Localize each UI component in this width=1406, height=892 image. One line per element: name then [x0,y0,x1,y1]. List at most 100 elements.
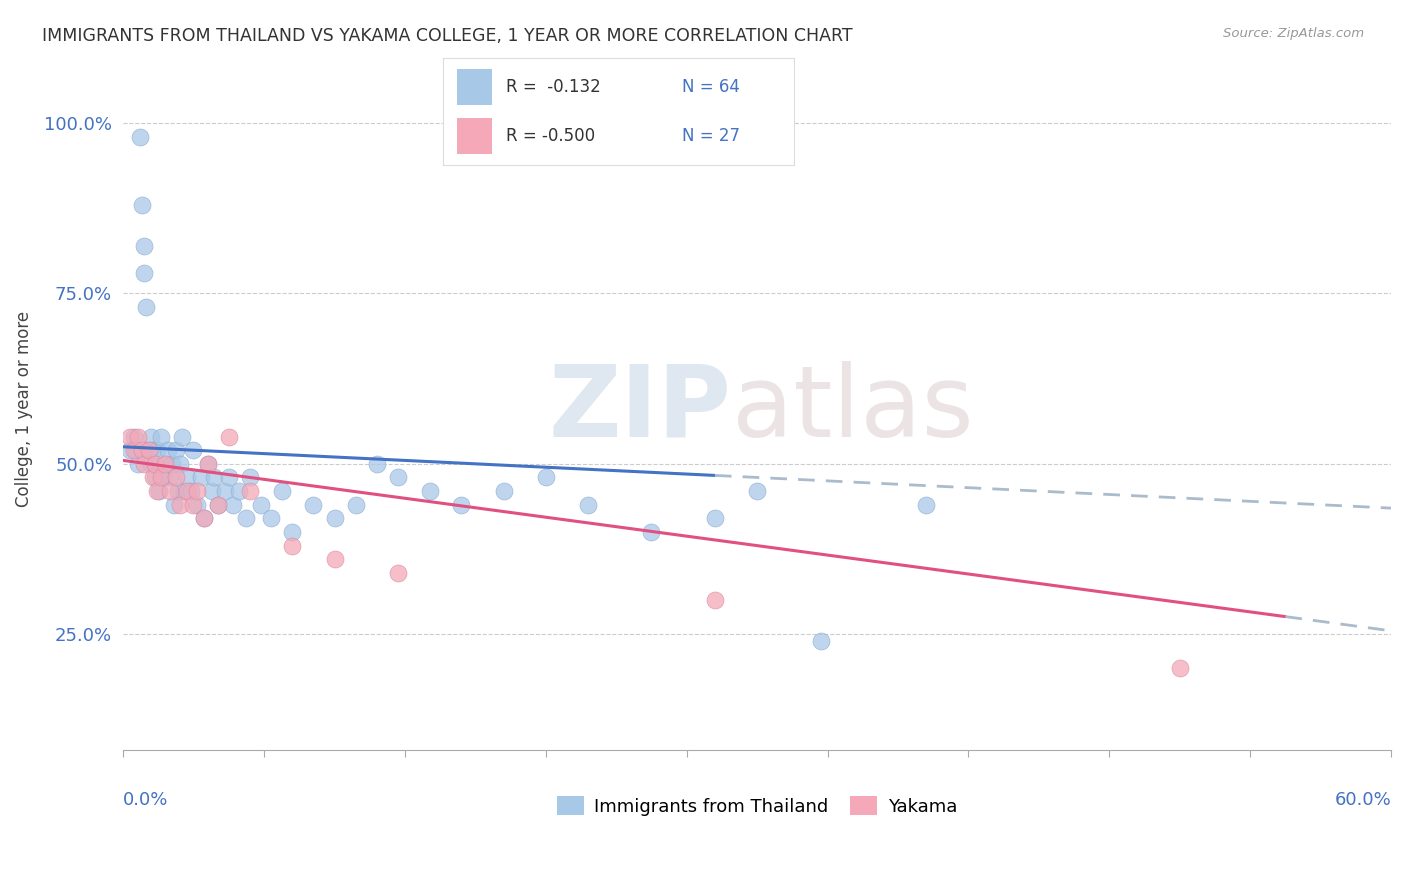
Point [202,470,225,484]
Point [122,443,145,458]
Point [163,498,186,512]
Point [165,443,187,458]
Point [142,470,165,484]
Point [218,429,240,443]
Point [125,443,148,458]
Point [135,300,157,314]
Point [150,470,173,484]
Point [344,498,367,512]
Point [260,511,283,525]
Point [302,498,325,512]
Point [169,498,191,512]
Point [190,470,212,484]
Point [1168,661,1191,675]
Point [169,457,191,471]
Point [138,443,160,458]
Point [197,457,219,471]
Point [159,470,181,484]
Point [127,429,149,443]
Point [150,429,173,443]
Point [134,238,156,252]
Point [186,498,208,512]
Point [176,470,198,484]
Point [143,457,166,471]
Point [235,511,257,525]
Point [534,470,557,484]
Point [156,443,179,458]
Point [143,457,166,471]
Point [239,484,262,499]
Point [118,443,141,458]
Point [142,443,165,458]
Point [323,552,346,566]
Point [214,484,236,499]
Point [745,484,768,499]
Text: Source: ZipAtlas.com: Source: ZipAtlas.com [1223,27,1364,40]
Point [387,470,409,484]
Text: atlas: atlas [731,360,973,458]
Point [165,470,187,484]
Point [172,429,194,443]
Text: 0.0%: 0.0% [124,791,169,809]
Point [281,539,304,553]
Point [640,524,662,539]
Point [160,457,183,471]
Point [181,498,204,512]
Point [159,484,181,499]
Point [492,484,515,499]
Point [138,443,160,458]
Point [155,457,177,471]
Point [134,266,156,280]
Point [703,593,725,607]
Text: 60.0%: 60.0% [1334,791,1391,809]
Point [201,484,224,499]
Point [176,484,198,499]
Point [139,429,162,443]
Point [186,484,208,499]
Point [387,566,409,580]
Text: R =  -0.132: R = -0.132 [506,78,600,95]
Point [167,484,190,499]
Point [146,443,169,458]
Point [131,443,153,458]
Text: N = 27: N = 27 [682,128,740,145]
Point [118,429,141,443]
Point [122,429,145,443]
Point [810,634,832,648]
Point [419,484,441,499]
Point [281,524,304,539]
Point [129,129,152,144]
Point [143,470,166,484]
Point [155,457,177,471]
Point [239,470,262,484]
Point [915,498,938,512]
Point [270,484,292,499]
Point [181,443,204,458]
Point [222,498,245,512]
Point [180,484,202,499]
Point [193,511,215,525]
Text: N = 64: N = 64 [682,78,740,95]
Point [146,484,169,499]
Point [139,457,162,471]
Point [152,470,174,484]
Point [207,498,229,512]
Bar [457,118,492,154]
Point [228,484,250,499]
Bar [457,69,492,105]
Point [323,511,346,525]
Point [173,484,195,499]
Point [249,498,271,512]
Legend: Immigrants from Thailand, Yakama: Immigrants from Thailand, Yakama [550,789,965,822]
Point [366,457,388,471]
Point [197,457,219,471]
Text: ZIP: ZIP [548,360,731,458]
Point [131,198,153,212]
Point [450,498,472,512]
Text: R = -0.500: R = -0.500 [506,128,595,145]
Point [207,498,229,512]
Point [127,457,149,471]
Y-axis label: College, 1 year or more: College, 1 year or more [15,311,32,508]
Point [218,470,240,484]
Point [703,511,725,525]
